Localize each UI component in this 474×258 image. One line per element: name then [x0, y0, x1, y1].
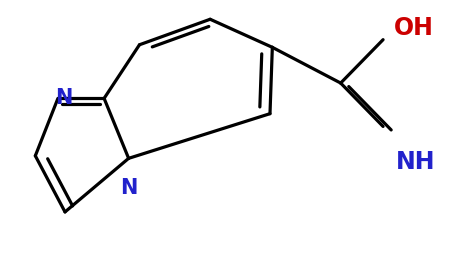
Text: OH: OH: [394, 16, 434, 40]
Text: NH: NH: [396, 150, 436, 174]
Text: N: N: [55, 88, 73, 108]
Text: N: N: [120, 178, 137, 198]
